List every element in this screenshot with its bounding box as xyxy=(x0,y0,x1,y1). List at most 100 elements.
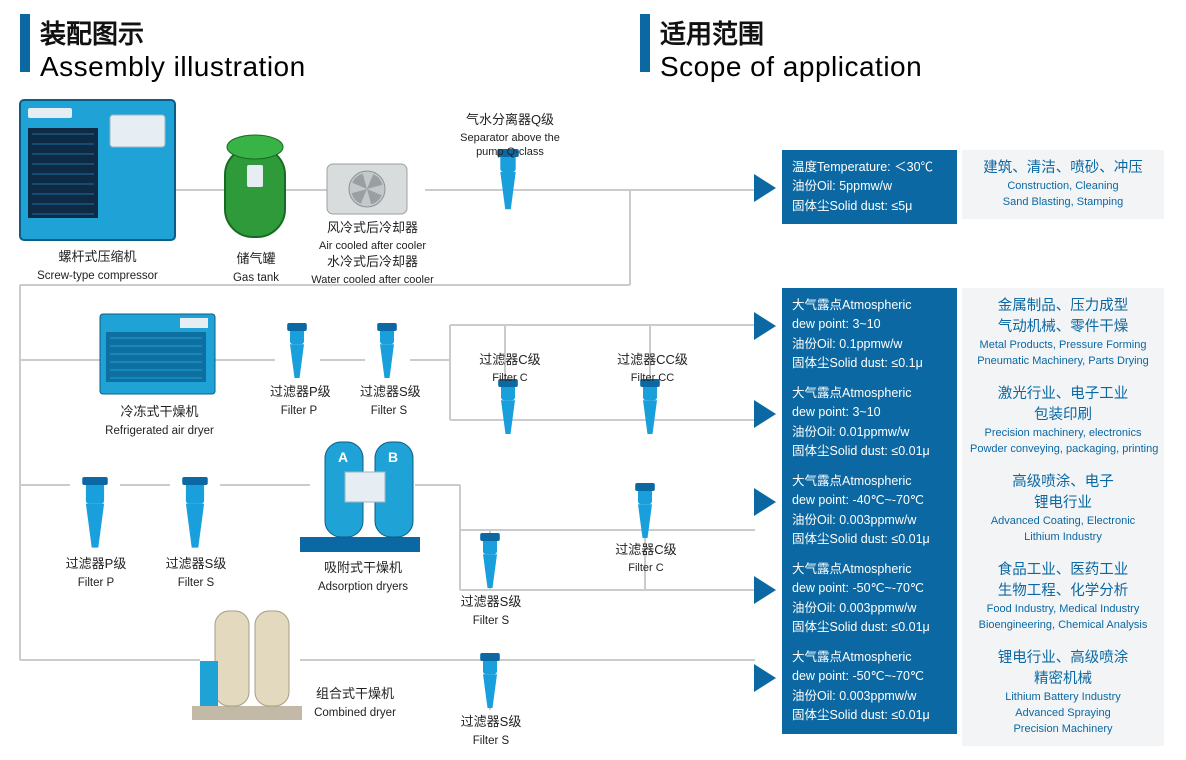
equip-ref_dryer: 冷冻式干燥机 Refrigerated air dryer xyxy=(92,400,227,439)
application-en: Metal Products, Pressure Forming Pneumat… xyxy=(970,338,1156,370)
equip-label-en: Filter S xyxy=(165,576,227,590)
page-header: 装配图示 Assembly illustration 适用范围 Scope of… xyxy=(0,0,1186,93)
spec-line: 大气露点Atmospheric xyxy=(792,384,947,403)
spec-line: 温度Temperature: ＜30℃ xyxy=(792,158,947,177)
spec-line: 大气露点Atmospheric xyxy=(792,648,947,667)
arrow-icon xyxy=(754,488,776,516)
equip-label-en: Screw-type compressor xyxy=(20,269,175,283)
equip-filter_c1: 过滤器C级 Filter C xyxy=(475,348,545,386)
spec-line: 油份Oil: 0.003ppmw/w xyxy=(792,687,947,706)
equip-label-en: Filter C xyxy=(615,562,677,576)
spec-line: 固体尘Solid dust: ≤0.01μ xyxy=(792,442,947,461)
arrow-icon xyxy=(754,312,776,340)
equip-label-en: Combined dryer xyxy=(300,706,410,720)
equip-label-en: Adsorption dryers xyxy=(303,580,423,594)
application-zh: 激光行业、电子工业 包装印刷 xyxy=(970,384,1156,426)
equip-label-zh: 过滤器C级 xyxy=(475,352,545,368)
equip-label-en: Filter C xyxy=(475,372,545,386)
arrow-icon xyxy=(754,400,776,428)
equip-filter_p1: 过滤器P级 Filter P xyxy=(270,380,328,419)
equip-cooler_wat: 水冷式后冷却器 Water cooled after cooler xyxy=(300,250,445,288)
application-en: Precision machinery, electronics Powder … xyxy=(970,426,1156,458)
header-bar-icon xyxy=(640,14,650,72)
equip-label-en: Filter S xyxy=(460,614,522,628)
svg-text:B: B xyxy=(388,449,398,465)
equip-filter_s3: 过滤器S级Filter S xyxy=(460,590,522,629)
equip-label-zh: 风冷式后冷却器 xyxy=(310,220,435,236)
equip-sep_q: 气水分离器Q级 Separator above the pump Q-class xyxy=(450,108,570,160)
header-scope: 适用范围 Scope of application xyxy=(640,14,922,83)
equip-label-zh: 过滤器S级 xyxy=(165,556,227,572)
equip-filter_s2: 过滤器S级 Filter S xyxy=(165,552,227,591)
application-box: 食品工业、医药工业 生物工程、化学分析Food Industry, Medica… xyxy=(962,552,1164,642)
equip-filter_s1: 过滤器S级 Filter S xyxy=(360,380,418,419)
equip-label-en: Filter CC xyxy=(615,372,690,386)
application-box: 建筑、清洁、喷砂、冲压Construction, Cleaning Sand B… xyxy=(962,150,1164,219)
header-assembly-en: Assembly illustration xyxy=(40,51,306,83)
spec-line: 固体尘Solid dust: ≤0.01μ xyxy=(792,618,947,637)
spec-box: 大气露点Atmosphericdew point: 3~10油份Oil: 0.1… xyxy=(782,288,957,382)
arrow-icon xyxy=(754,576,776,604)
equip-label-zh: 吸附式干燥机 xyxy=(303,560,423,576)
arrow-icon xyxy=(754,664,776,692)
equip-label-zh: 水冷式后冷却器 xyxy=(300,254,445,270)
spec-line: 大气露点Atmospheric xyxy=(792,296,947,315)
header-assembly: 装配图示 Assembly illustration xyxy=(20,14,306,83)
spec-line: 大气露点Atmospheric xyxy=(792,472,947,491)
equip-compressor: 螺杆式压缩机Screw-type compressor xyxy=(20,245,175,284)
spec-box: 大气露点Atmosphericdew point: -50℃~-70℃油份Oil… xyxy=(782,640,957,734)
application-zh: 食品工业、医药工业 生物工程、化学分析 xyxy=(970,560,1156,602)
application-en: Construction, Cleaning Sand Blasting, St… xyxy=(970,179,1156,211)
application-box: 金属制品、压力成型 气动机械、零件干燥Metal Products, Press… xyxy=(962,288,1164,378)
equip-tank: 储气罐Gas tank xyxy=(220,247,292,286)
arrow-icon xyxy=(754,174,776,202)
spec-line: 大气露点Atmospheric xyxy=(792,560,947,579)
header-scope-en: Scope of application xyxy=(660,51,922,83)
equip-comb_dryer: 组合式干燥机 Combined dryer xyxy=(300,682,410,721)
spec-line: 油份Oil: 0.01ppmw/w xyxy=(792,423,947,442)
application-box: 锂电行业、高级喷涂 精密机械Lithium Battery Industry A… xyxy=(962,640,1164,746)
spec-box: 大气露点Atmosphericdew point: 3~10油份Oil: 0.0… xyxy=(782,376,957,470)
equip-filter_cc: 过滤器CC级 Filter CC xyxy=(615,348,690,386)
equip-label-zh: 过滤器P级 xyxy=(65,556,127,572)
equip-label-en: Filter P xyxy=(270,404,328,418)
spec-line: 固体尘Solid dust: ≤5μ xyxy=(792,197,947,216)
equip-label-zh: 过滤器S级 xyxy=(460,714,522,730)
equip-label-zh: 过滤器P级 xyxy=(270,384,328,400)
application-box: 高级喷涂、电子 锂电行业Advanced Coating, Electronic… xyxy=(962,464,1164,554)
application-zh: 建筑、清洁、喷砂、冲压 xyxy=(970,158,1156,179)
equip-label-en: Water cooled after cooler xyxy=(300,274,445,288)
equip-label-en: Filter S xyxy=(360,404,418,418)
equip-label-en: Separator above the pump Q-class xyxy=(450,132,570,160)
application-zh: 锂电行业、高级喷涂 精密机械 xyxy=(970,648,1156,690)
spec-line: 固体尘Solid dust: ≤0.01μ xyxy=(792,530,947,549)
spec-line: dew point: -50℃~-70℃ xyxy=(792,579,947,598)
header-assembly-zh: 装配图示 xyxy=(40,14,306,51)
spec-box: 大气露点Atmosphericdew point: -40℃~-70℃油份Oil… xyxy=(782,464,957,558)
spec-line: dew point: 3~10 xyxy=(792,403,947,422)
equip-label-zh: 过滤器CC级 xyxy=(615,352,690,368)
application-en: Food Industry, Medical Industry Bioengin… xyxy=(970,602,1156,634)
application-zh: 高级喷涂、电子 锂电行业 xyxy=(970,472,1156,514)
equip-label-en: Refrigerated air dryer xyxy=(92,424,227,438)
spec-line: 油份Oil: 0.003ppmw/w xyxy=(792,511,947,530)
header-bar-icon xyxy=(20,14,30,72)
equip-label-zh: 过滤器S级 xyxy=(360,384,418,400)
application-box: 激光行业、电子工业 包装印刷Precision machinery, elect… xyxy=(962,376,1164,466)
equip-label-zh: 冷冻式干燥机 xyxy=(92,404,227,420)
application-zh: 金属制品、压力成型 气动机械、零件干燥 xyxy=(970,296,1156,338)
spec-line: dew point: 3~10 xyxy=(792,315,947,334)
spec-line: 固体尘Solid dust: ≤0.1μ xyxy=(792,354,947,373)
application-en: Advanced Coating, Electronic Lithium Ind… xyxy=(970,514,1156,546)
equip-label-zh: 组合式干燥机 xyxy=(300,686,410,702)
spec-line: dew point: -50℃~-70℃ xyxy=(792,667,947,686)
equip-filter_p2: 过滤器P级Filter P xyxy=(65,552,127,591)
spec-line: 油份Oil: 5ppmw/w xyxy=(792,177,947,196)
equip-label-zh: 过滤器C级 xyxy=(615,542,677,558)
equip-label-zh: 气水分离器Q级 xyxy=(450,112,570,128)
spec-line: 油份Oil: 0.003ppmw/w xyxy=(792,599,947,618)
spec-line: 固体尘Solid dust: ≤0.01μ xyxy=(792,706,947,725)
spec-box: 大气露点Atmosphericdew point: -50℃~-70℃油份Oil… xyxy=(782,552,957,646)
equip-label-en: Gas tank xyxy=(220,271,292,285)
spec-line: dew point: -40℃~-70℃ xyxy=(792,491,947,510)
